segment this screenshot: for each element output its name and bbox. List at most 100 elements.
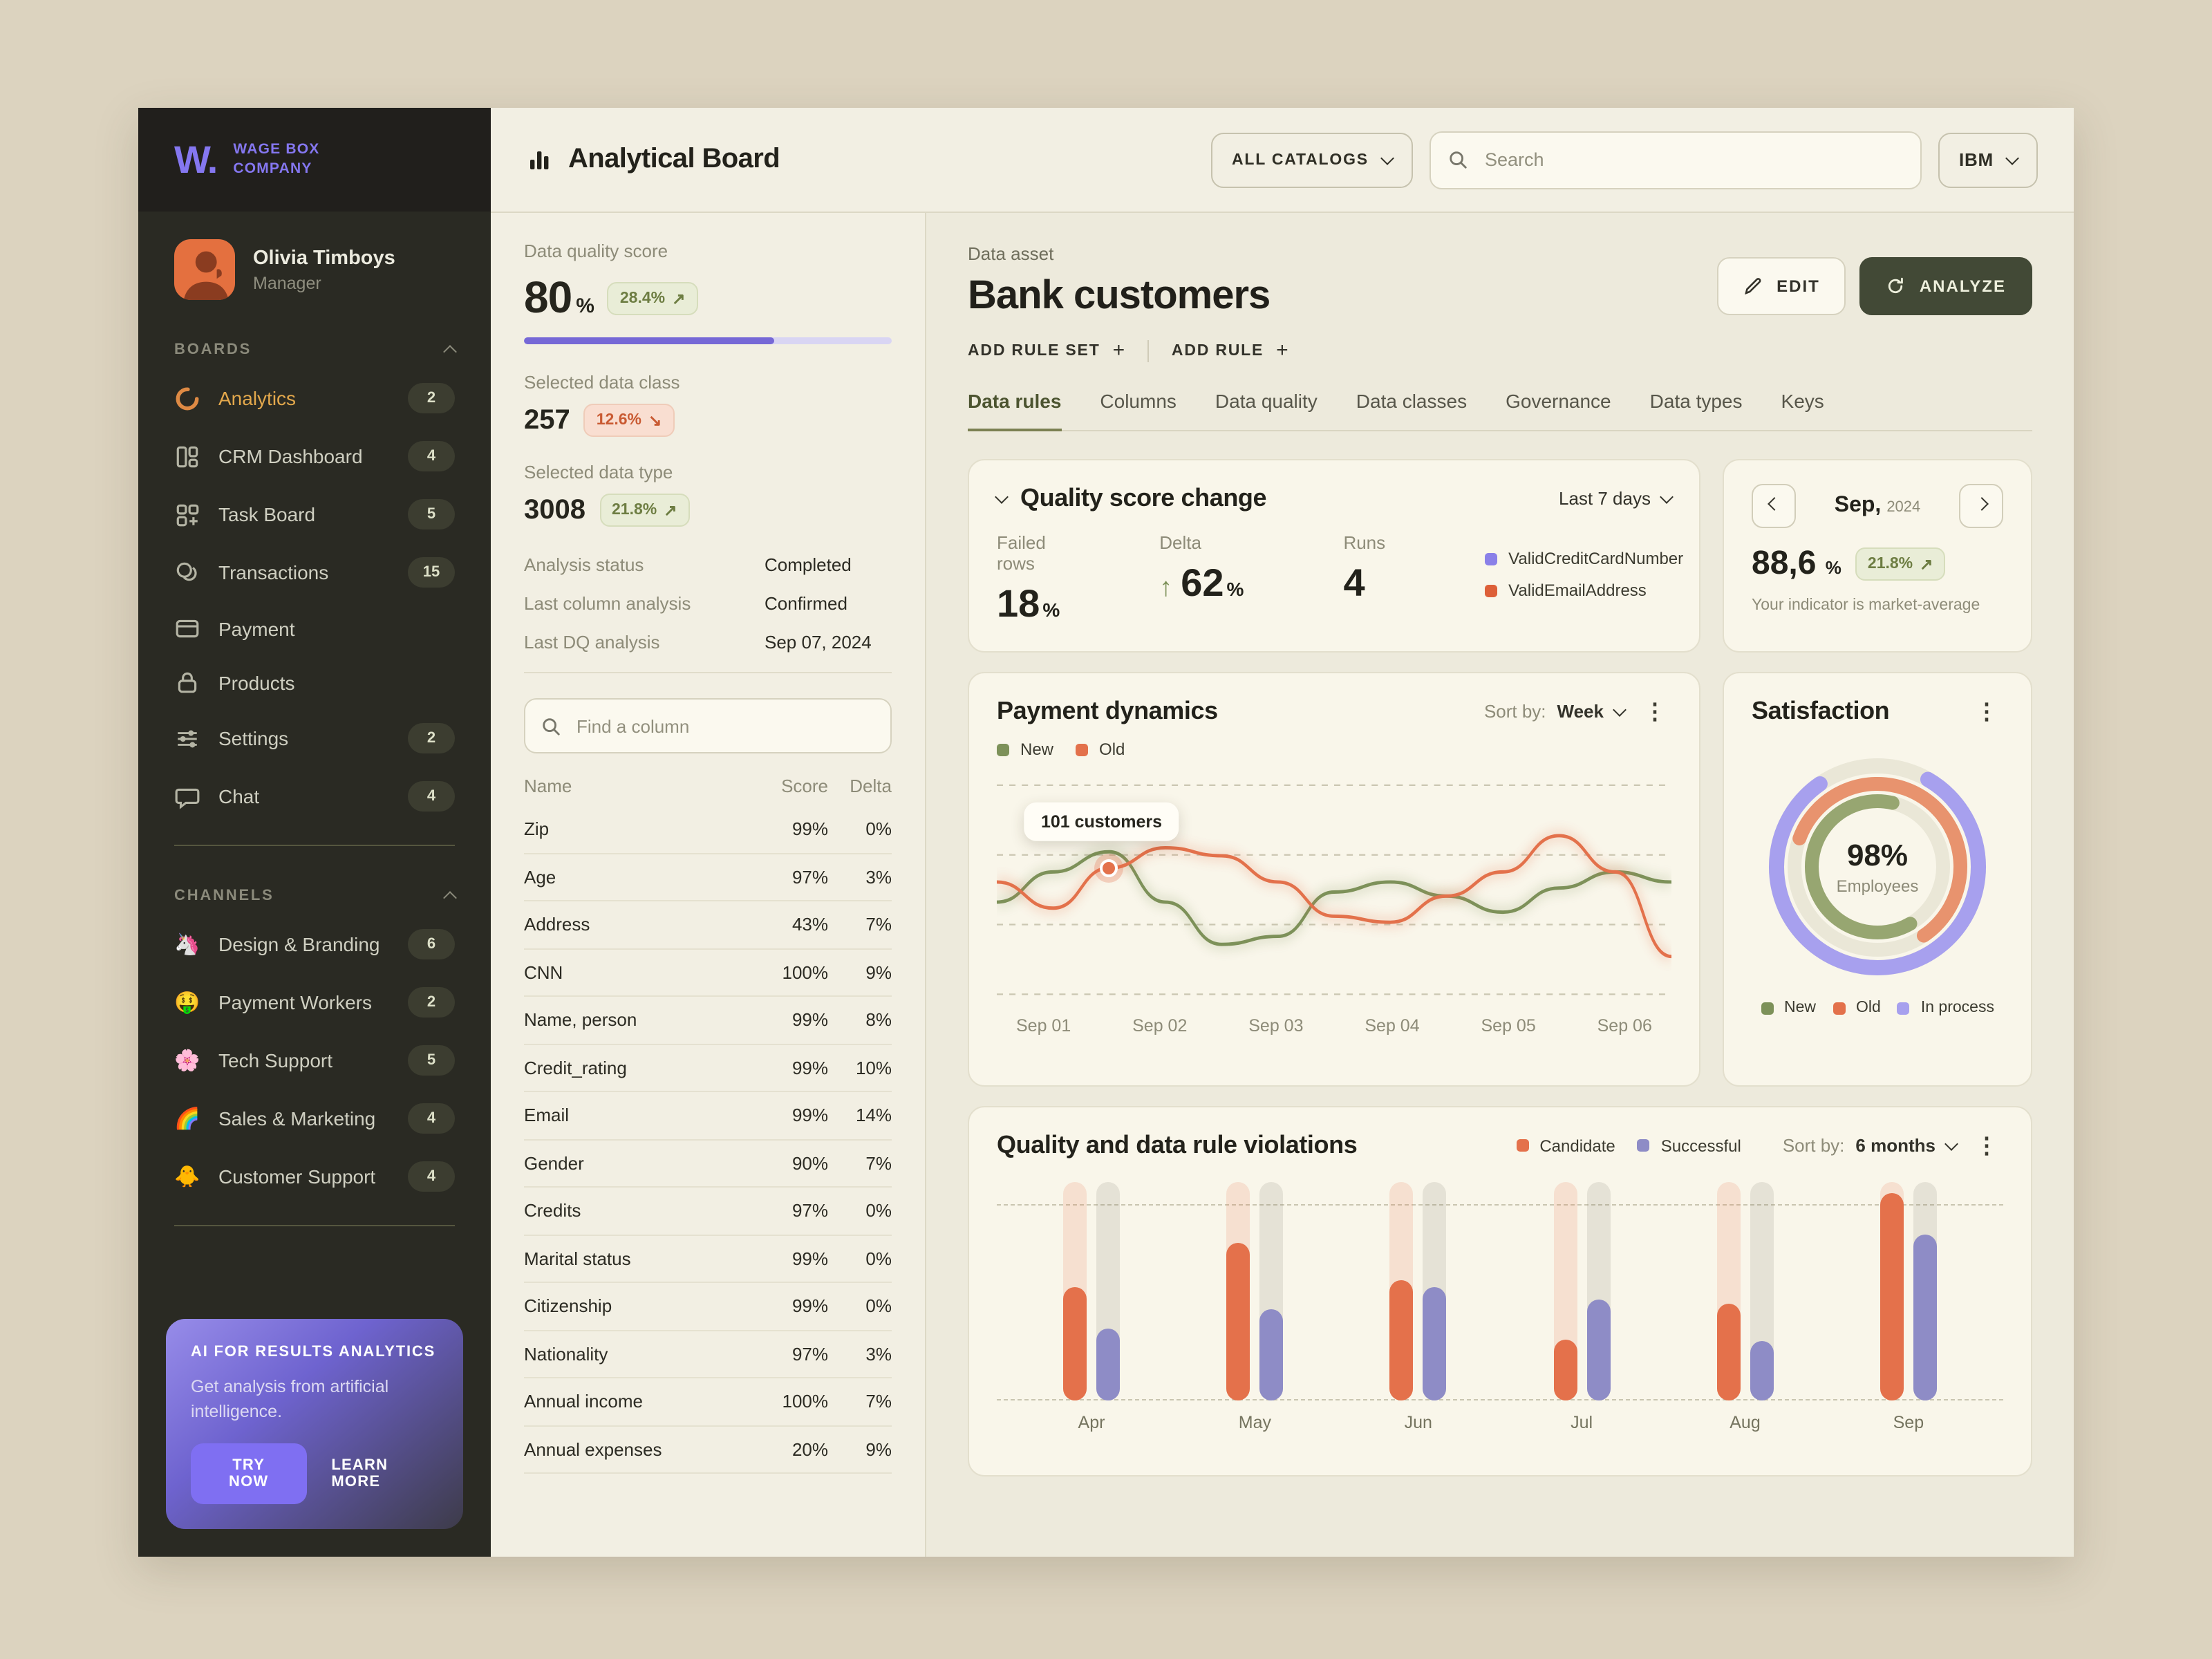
user-profile[interactable]: Olivia Timboys Manager xyxy=(138,212,491,319)
bar-successful-jun[interactable] xyxy=(1423,1286,1447,1400)
bar-candidate-jul[interactable] xyxy=(1553,1339,1577,1400)
sidebar-item-payment-workers[interactable]: 🤑 Payment Workers 2 xyxy=(138,973,491,1031)
sidebar-item-customer-support[interactable]: 🐥 Customer Support 4 xyxy=(138,1147,491,1206)
meta-label: Last column analysis xyxy=(524,593,691,614)
table-row[interactable]: Annual income 100% 7% xyxy=(524,1378,892,1426)
tab-columns[interactable]: Columns xyxy=(1100,390,1177,412)
bar-candidate-aug[interactable] xyxy=(1716,1304,1741,1400)
kebab-menu-icon[interactable] xyxy=(1638,697,1671,725)
add-rule-set-button[interactable]: ADD RULE SET xyxy=(968,339,1126,362)
logo[interactable]: W. wage Box company xyxy=(138,108,491,212)
table-row[interactable]: Zip 99% 0% xyxy=(524,806,892,854)
analyze-button[interactable]: ANALYZE xyxy=(1859,257,2032,315)
find-column-input[interactable] xyxy=(574,714,875,738)
sort-by-months-dropdown[interactable]: Sort by: 6 months xyxy=(1783,1135,1958,1156)
violations-chart xyxy=(997,1182,2003,1400)
sidebar-item-label: Chat xyxy=(218,785,260,807)
bar-candidate-jun[interactable] xyxy=(1389,1280,1414,1400)
kebab-menu-icon[interactable] xyxy=(1970,1132,2003,1159)
try-now-button[interactable]: TRY NOW xyxy=(191,1443,307,1504)
table-row[interactable]: Credits 97% 0% xyxy=(524,1188,892,1235)
sidebar-item-transactions[interactable]: Transactions 15 xyxy=(138,543,491,601)
prev-month-button[interactable] xyxy=(1752,484,1796,528)
table-row[interactable]: Credit_rating 99% 10% xyxy=(524,1044,892,1092)
legend-label: Candidate xyxy=(1539,1136,1615,1155)
sidebar-item-sales-marketing[interactable]: 🌈 Sales & Marketing 4 xyxy=(138,1089,491,1147)
sidebar-item-crm-dashboard[interactable]: CRM Dashboard 4 xyxy=(138,427,491,485)
tab-keys[interactable]: Keys xyxy=(1781,390,1824,412)
tab-data-rules[interactable]: Data rules xyxy=(968,390,1062,431)
table-row[interactable]: Gender 90% 7% xyxy=(524,1140,892,1188)
table-row[interactable]: Email 99% 14% xyxy=(524,1092,892,1140)
month-indicator-card: Sep, 2024 88,6 % 21.8% ↗ Your indicator is… xyxy=(1723,459,2032,653)
legend-validemailaddress: ValidEmailAddress xyxy=(1485,581,1683,600)
table-row[interactable]: Nationality 97% 3% xyxy=(524,1331,892,1378)
sidebar-item-products[interactable]: Products xyxy=(138,655,491,709)
table-cell: Name, person xyxy=(524,1009,637,1031)
table-row[interactable]: CNN 100% 9% xyxy=(524,949,892,997)
table-row[interactable]: Citizenship 99% 0% xyxy=(524,1283,892,1331)
learn-more-link[interactable]: LEARN MORE xyxy=(331,1457,388,1490)
org-dropdown[interactable]: IBM xyxy=(1938,132,2038,187)
table-cell: 97% xyxy=(791,1200,828,1221)
donut-chart xyxy=(1769,758,1986,975)
violations-header: Quality and data rule violations Candida… xyxy=(997,1131,2003,1160)
meta-value: Completed xyxy=(765,554,852,575)
table-cell: 7% xyxy=(865,1152,892,1174)
add-rule-button[interactable]: ADD RULE xyxy=(1172,339,1290,362)
logo-mark: W. xyxy=(174,138,218,180)
collapse-boards-icon[interactable] xyxy=(443,345,457,359)
bar-successful-apr[interactable] xyxy=(1096,1328,1120,1400)
sidebar-item-task-board[interactable]: Task Board 5 xyxy=(138,485,491,543)
sidebar-item-payment[interactable]: Payment xyxy=(138,601,491,655)
period-dropdown[interactable]: Last 7 days xyxy=(1559,488,1674,509)
badge-count: 5 xyxy=(408,1045,455,1076)
all-catalogs-dropdown[interactable]: ALL CATALOGS xyxy=(1211,132,1413,187)
kebab-menu-icon[interactable] xyxy=(1970,697,2003,725)
tab-data-types[interactable]: Data types xyxy=(1649,390,1743,412)
card-icon xyxy=(174,615,200,641)
sidebar-item-settings[interactable]: Settings 2 xyxy=(138,709,491,767)
collapse-channels-icon[interactable] xyxy=(443,891,457,905)
payment-dynamics-chart: 101 customers xyxy=(997,773,1671,1005)
bar-successful-jul[interactable] xyxy=(1586,1300,1611,1400)
bar-successful-may[interactable] xyxy=(1259,1309,1284,1400)
bar-candidate-apr[interactable] xyxy=(1063,1286,1087,1400)
tab-governance[interactable]: Governance xyxy=(1506,390,1611,412)
bar-track-candidate xyxy=(1063,1182,1087,1400)
bar-candidate-sep[interactable] xyxy=(1880,1192,1904,1400)
sidebar-item-chat[interactable]: Chat 4 xyxy=(138,767,491,825)
sidebar-item-design-branding[interactable]: 🦄 Design & Branding 6 xyxy=(138,915,491,973)
search-input[interactable] xyxy=(1481,148,1904,171)
tab-data-classes[interactable]: Data classes xyxy=(1356,390,1468,412)
edit-button[interactable]: EDIT xyxy=(1717,257,1846,315)
next-month-button[interactable] xyxy=(1959,484,2003,528)
content-area: Analytical Board ALL CATALOGS IBM xyxy=(491,108,2074,1557)
sidebar-item-tech-support[interactable]: 🌸 Tech Support 5 xyxy=(138,1031,491,1089)
trend-up-icon: ↗ xyxy=(664,503,677,520)
satisfaction-header: Satisfaction xyxy=(1752,697,2003,726)
bar-successful-aug[interactable] xyxy=(1750,1341,1774,1400)
sidebar-item-analytics[interactable]: Analytics 2 xyxy=(138,369,491,427)
collapse-card-icon[interactable] xyxy=(995,489,1009,503)
topbar-right: ALL CATALOGS IBM xyxy=(1211,131,2038,189)
x-axis-label: Sep 01 xyxy=(1016,1016,1071,1035)
table-row[interactable]: Annual expenses 20% 9% xyxy=(524,1426,892,1474)
sort-by-week-dropdown[interactable]: Sort by: Week xyxy=(1484,701,1627,722)
divider xyxy=(1147,339,1150,362)
table-row[interactable]: Marital status 99% 0% xyxy=(524,1235,892,1283)
boards-section-label: BOARDS xyxy=(174,341,252,358)
badge-count: 2 xyxy=(408,723,455,753)
bar-candidate-may[interactable] xyxy=(1226,1243,1250,1400)
table-row[interactable]: Age 97% 3% xyxy=(524,854,892,901)
donut-center: 98% Employees xyxy=(1753,742,2002,991)
bar-successful-sep[interactable] xyxy=(1913,1234,1937,1400)
boards-section-header: BOARDS xyxy=(138,319,491,369)
table-row[interactable]: Address 43% 7% xyxy=(524,901,892,949)
indicator-badge: 21.8% ↗ xyxy=(1855,547,1946,581)
stat-delta: Delta ↑ 62% xyxy=(1159,532,1244,626)
table-row[interactable]: Name, person 99% 8% xyxy=(524,997,892,1044)
tab-data-quality[interactable]: Data quality xyxy=(1215,390,1318,412)
table-cell: CNN xyxy=(524,962,563,983)
legend-validcreditcardnumber: ValidCreditCardNumber xyxy=(1485,549,1683,568)
